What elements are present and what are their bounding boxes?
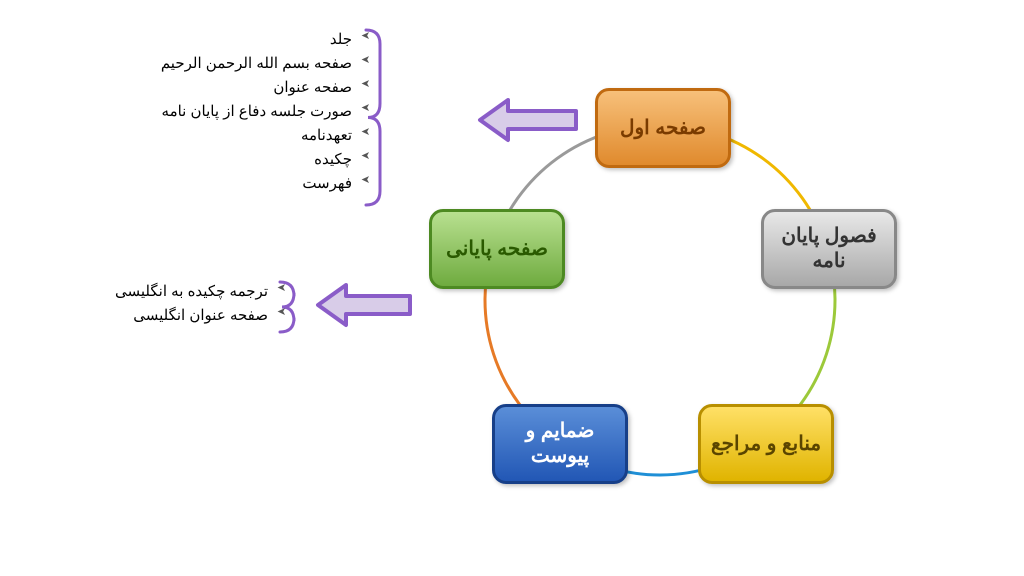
final-callout-list: ترجمه چکیده به انگلیسیصفحه عنوان انگلیسی bbox=[115, 280, 286, 328]
node-label-appendix: ضمایم و پیوست bbox=[495, 419, 625, 469]
first-callout-item: تعهدنامه bbox=[161, 124, 370, 148]
node-label-chapters: فصول پایان نامه bbox=[764, 224, 894, 274]
node-chapters: فصول پایان نامه bbox=[761, 209, 897, 289]
final-callout-item: صفحه عنوان انگلیسی bbox=[115, 304, 286, 328]
node-first: صفحه اول bbox=[595, 88, 731, 168]
first-callout-item: جلد bbox=[161, 28, 370, 52]
node-final: صفحه پایانی bbox=[429, 209, 565, 289]
diagram-stage: صفحه اول صفحه پایانی ضمایم و پیوست منابع و … bbox=[0, 0, 1024, 576]
first-callout-item: فهرست bbox=[161, 172, 370, 196]
node-appendix: ضمایم و پیوست bbox=[492, 404, 628, 484]
first-callout-list: جلدصفحه بسم الله الرحمن الرحیمصفحه عنوان… bbox=[161, 28, 370, 196]
first-callout-item: صورت جلسه دفاع از پایان نامه bbox=[161, 100, 370, 124]
first-callout-item: صفحه عنوان bbox=[161, 76, 370, 100]
first-callout-item: چکیده bbox=[161, 148, 370, 172]
node-label-refs: منابع و مراجع bbox=[711, 432, 821, 457]
node-refs: منابع و مراجع bbox=[698, 404, 834, 484]
final-callout-item: ترجمه چکیده به انگلیسی bbox=[115, 280, 286, 304]
node-label-first: صفحه اول bbox=[620, 116, 706, 141]
first-callout-item: صفحه بسم الله الرحمن الرحیم bbox=[161, 52, 370, 76]
node-label-final: صفحه پایانی bbox=[446, 237, 548, 262]
